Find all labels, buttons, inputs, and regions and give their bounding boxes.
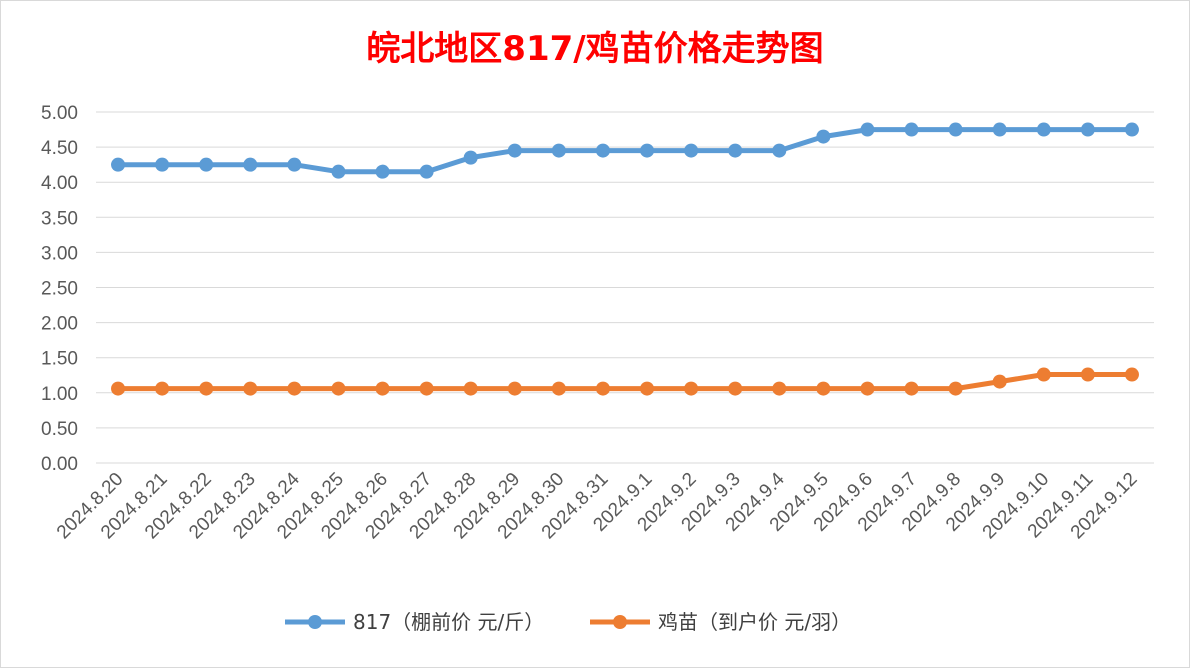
gridlines <box>96 111 1154 464</box>
y-tick-label: 1.00 <box>41 384 78 405</box>
data-point <box>728 381 743 396</box>
data-point <box>507 381 522 396</box>
series-line <box>115 127 1135 175</box>
y-tick-label: 3.50 <box>41 208 78 229</box>
data-point <box>111 381 126 396</box>
data-point <box>331 381 346 396</box>
legend-label: 鸡苗（到户价 元/羽） <box>658 610 851 634</box>
data-point <box>507 143 522 158</box>
data-point <box>1124 122 1139 137</box>
data-point <box>111 157 126 172</box>
data-point <box>860 122 875 137</box>
data-point <box>199 157 214 172</box>
data-point <box>816 381 831 396</box>
legend: 817（棚前价 元/斤） 鸡苗（到户价 元/羽） <box>285 610 851 634</box>
y-tick-label: 0.00 <box>41 454 78 475</box>
data-point <box>728 143 743 158</box>
legend-marker <box>308 615 322 629</box>
data-point <box>287 157 302 172</box>
data-point <box>463 381 478 396</box>
y-tick-label: 5.00 <box>41 103 78 124</box>
legend-item: 鸡苗（到户价 元/羽） <box>590 610 851 634</box>
data-point <box>684 143 699 158</box>
data-point <box>155 157 170 172</box>
series-lines <box>111 122 1139 396</box>
data-point <box>1080 367 1095 382</box>
y-axis-ticks: 0.00 0.50 1.00 1.50 2.00 2.50 3.00 3.50 4.00 4.50… <box>41 103 78 475</box>
series-line <box>115 372 1135 392</box>
y-tick-label: 4.00 <box>41 173 78 194</box>
data-point <box>860 381 875 396</box>
data-point <box>287 381 302 396</box>
y-tick-label: 2.50 <box>41 279 78 300</box>
data-point <box>1036 122 1051 137</box>
data-point <box>331 164 346 179</box>
legend-item: 817（棚前价 元/斤） <box>285 610 544 634</box>
data-point <box>375 381 390 396</box>
data-point <box>992 122 1007 137</box>
data-point <box>155 381 170 396</box>
data-point <box>684 381 699 396</box>
data-point <box>199 381 214 396</box>
data-point <box>551 381 566 396</box>
data-point <box>1036 367 1051 382</box>
data-point <box>816 129 831 144</box>
data-point <box>904 122 919 137</box>
data-point <box>375 164 390 179</box>
data-point <box>419 381 434 396</box>
data-point <box>948 381 963 396</box>
y-tick-label: 0.50 <box>41 419 78 440</box>
legend-marker <box>613 615 627 629</box>
chart-title: 皖北地区817/鸡苗价格走势图 <box>366 29 823 69</box>
data-point <box>243 157 258 172</box>
data-point <box>1124 367 1139 382</box>
data-point <box>772 381 787 396</box>
data-point <box>243 381 258 396</box>
data-point <box>419 164 434 179</box>
data-point <box>595 381 610 396</box>
data-point <box>463 150 478 165</box>
y-tick-label: 1.50 <box>41 349 78 370</box>
data-point <box>640 143 655 158</box>
data-point <box>551 143 566 158</box>
data-point <box>772 143 787 158</box>
y-tick-label: 2.00 <box>41 314 78 335</box>
data-point <box>1080 122 1095 137</box>
series-1 <box>111 122 1139 179</box>
data-point <box>904 381 919 396</box>
data-point <box>595 143 610 158</box>
data-point <box>640 381 655 396</box>
data-point <box>948 122 963 137</box>
series-2 <box>111 367 1139 396</box>
y-tick-label: 4.50 <box>41 138 78 159</box>
legend-label: 817（棚前价 元/斤） <box>353 610 544 634</box>
y-tick-label: 3.00 <box>41 243 78 264</box>
data-point <box>992 374 1007 389</box>
